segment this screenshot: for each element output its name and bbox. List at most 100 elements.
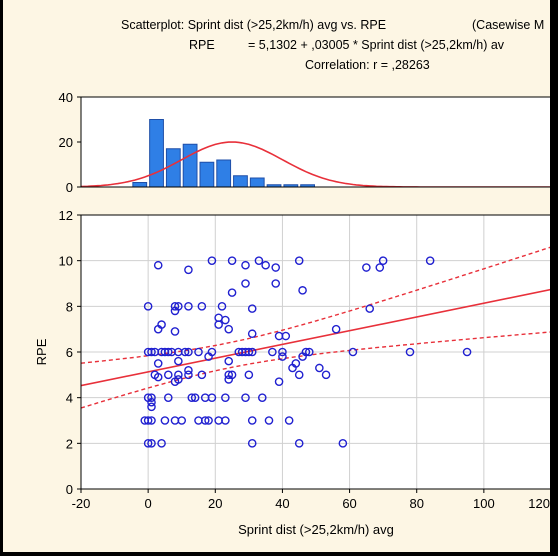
scatter-point bbox=[241, 260, 250, 270]
scatter-point bbox=[241, 393, 250, 402]
scatter-point bbox=[281, 331, 291, 341]
scatter-point bbox=[147, 397, 156, 407]
scatter-point bbox=[268, 347, 277, 357]
scatter-point bbox=[184, 265, 193, 275]
scatter-point bbox=[271, 279, 281, 288]
scatter-point bbox=[174, 370, 183, 380]
scatter-point bbox=[174, 375, 183, 384]
scatter-x-tick-label: 80 bbox=[409, 496, 423, 511]
scatter-point bbox=[177, 416, 187, 425]
scatter-point bbox=[241, 279, 250, 288]
scatter-point bbox=[147, 439, 156, 448]
scatter-point bbox=[462, 347, 472, 357]
scatter-point bbox=[221, 393, 230, 402]
scatter-point bbox=[294, 256, 304, 265]
scatter-x-tick-label: 60 bbox=[342, 496, 356, 511]
scatter-point bbox=[204, 416, 213, 425]
scatter-point bbox=[187, 393, 197, 402]
histogram-bar bbox=[233, 175, 248, 187]
scatter-point bbox=[184, 365, 193, 375]
scatter-point bbox=[147, 347, 156, 357]
scatter-point bbox=[224, 370, 234, 380]
scatter-point bbox=[163, 393, 173, 402]
scatter-x-tick-label: -20 bbox=[72, 496, 91, 511]
scatter-point bbox=[160, 416, 170, 425]
scatter-point bbox=[207, 393, 217, 402]
scatter-y-tick-label: 6 bbox=[66, 345, 73, 360]
scatter-point bbox=[174, 356, 183, 366]
scatter-point bbox=[294, 370, 304, 380]
equation-lhs: RPE bbox=[189, 38, 215, 52]
chart-title: Scatterplot: Sprint dist (>25,2km/h) avg… bbox=[121, 18, 387, 32]
scatter-x-tick-label: 120 bbox=[528, 496, 550, 511]
scatter-point bbox=[184, 302, 193, 311]
scatter-y-tick-label: 0 bbox=[66, 482, 73, 497]
histogram-bar bbox=[266, 184, 282, 187]
scatter-point bbox=[365, 304, 375, 313]
scatter-y-tick-label: 4 bbox=[66, 391, 73, 406]
scatter-point bbox=[274, 377, 284, 386]
scatter-point bbox=[271, 263, 281, 272]
scatter-point bbox=[298, 352, 307, 361]
scatter-point bbox=[174, 302, 183, 311]
scatter-x-tick-label: 0 bbox=[145, 496, 152, 511]
scatter-point bbox=[261, 260, 270, 270]
scatter-point bbox=[321, 370, 331, 380]
scatter-y-tick-label: 2 bbox=[66, 436, 73, 451]
scatter-point bbox=[244, 347, 254, 357]
scatter-point bbox=[153, 359, 163, 368]
histogram-bar bbox=[300, 184, 316, 187]
scatter-point bbox=[254, 256, 264, 265]
scatter-x-tick-label: 20 bbox=[208, 496, 222, 511]
scatter-point bbox=[331, 324, 341, 334]
scatter-point bbox=[204, 352, 213, 361]
regression-line bbox=[81, 288, 550, 387]
histogram-bar bbox=[149, 119, 164, 187]
histogram-y-tick-label: 40 bbox=[59, 90, 73, 105]
scatter-x-tick-label: 40 bbox=[275, 496, 289, 511]
correlation-text: Correlation: r = ,28263 bbox=[305, 58, 430, 72]
scatter-point bbox=[197, 302, 207, 311]
scatter-point bbox=[194, 347, 203, 357]
scatter-point bbox=[284, 416, 294, 425]
scatter-point bbox=[291, 359, 301, 368]
scatter-point bbox=[338, 439, 348, 448]
scatter-point bbox=[278, 347, 287, 357]
scatter-point bbox=[247, 416, 257, 425]
scatter-content bbox=[81, 246, 550, 448]
scatter-point bbox=[224, 375, 234, 384]
scatter-point bbox=[227, 256, 237, 265]
scatter-point bbox=[170, 302, 180, 311]
scatter-point bbox=[278, 352, 287, 361]
scatter-point bbox=[214, 313, 223, 323]
scatter-point bbox=[170, 327, 180, 336]
scatter-point bbox=[224, 324, 234, 334]
scatter-point bbox=[153, 260, 163, 270]
scatter-point bbox=[362, 263, 371, 272]
scatter-point bbox=[298, 286, 307, 295]
scatter-point bbox=[143, 302, 153, 311]
scatter-point bbox=[147, 402, 156, 412]
scatter-point bbox=[375, 263, 385, 272]
confidence-band-lower bbox=[81, 331, 550, 409]
histogram-bar bbox=[132, 182, 148, 187]
histogram-bar bbox=[216, 159, 232, 187]
scatter-point bbox=[157, 439, 166, 448]
scatter-y-tick-label: 12 bbox=[59, 208, 73, 223]
scatter-point bbox=[247, 347, 257, 357]
scatter-point bbox=[147, 393, 156, 402]
scatter-point bbox=[147, 416, 156, 425]
scatter-point bbox=[217, 302, 227, 311]
scatter-point bbox=[315, 363, 324, 373]
scatter-x-tick-label: 100 bbox=[473, 496, 495, 511]
scatter-point bbox=[247, 329, 257, 339]
scatter-point bbox=[143, 439, 153, 448]
scatter-point bbox=[153, 372, 163, 382]
scatter-point bbox=[200, 416, 210, 425]
normal-fit-curve bbox=[81, 141, 550, 187]
histogram-bar bbox=[199, 161, 215, 187]
scatter-point bbox=[190, 393, 200, 402]
scatter-point bbox=[264, 416, 274, 425]
